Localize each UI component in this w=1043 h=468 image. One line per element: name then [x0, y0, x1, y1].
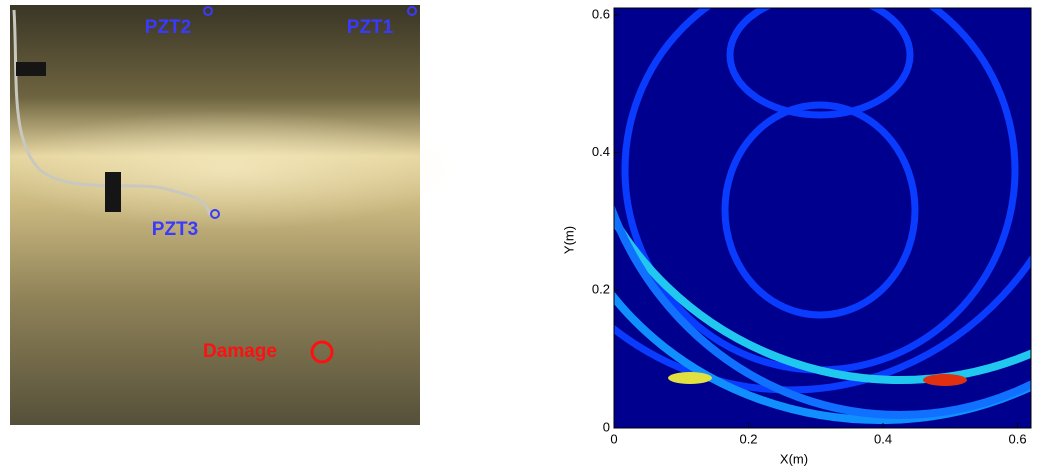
photo-label: PZT3: [152, 219, 198, 240]
x-tick-label: 0.4: [874, 431, 892, 446]
hotspot: [668, 372, 712, 384]
sensor-marker: [210, 209, 220, 219]
y-axis-label: Y(m): [561, 226, 576, 254]
sensor-marker: [407, 6, 417, 16]
y-tick-label: 0.2: [592, 282, 610, 297]
y-tick-label: 0.6: [592, 6, 610, 21]
photo-label: PZT2: [145, 17, 191, 38]
cable: [12, 9, 212, 216]
glare: [0, 110, 460, 230]
y-tick-label: 0.4: [592, 144, 610, 159]
x-axis-label: X(m): [780, 451, 808, 466]
photo: [0, 5, 460, 425]
hotspot: [923, 374, 967, 386]
plot-frame: [613, 7, 1032, 429]
ring: [726, 8, 914, 119]
damage-marker: [310, 340, 334, 364]
y-tick-label: 0: [603, 419, 610, 434]
ring: [614, 211, 1031, 384]
ring: [614, 291, 1031, 424]
x-tick-label: 0.2: [739, 431, 757, 446]
x-tick-label: 0: [610, 431, 617, 446]
heatmap-image: [614, 8, 1031, 428]
ring: [721, 101, 919, 319]
tape: [105, 172, 121, 212]
photo-label: Damage: [203, 341, 277, 362]
sensor-marker: [203, 6, 213, 16]
ring: [614, 204, 1031, 419]
tape: [16, 62, 46, 76]
photo-label: PZT1: [347, 17, 394, 38]
x-tick-label: 0.6: [1009, 431, 1027, 446]
